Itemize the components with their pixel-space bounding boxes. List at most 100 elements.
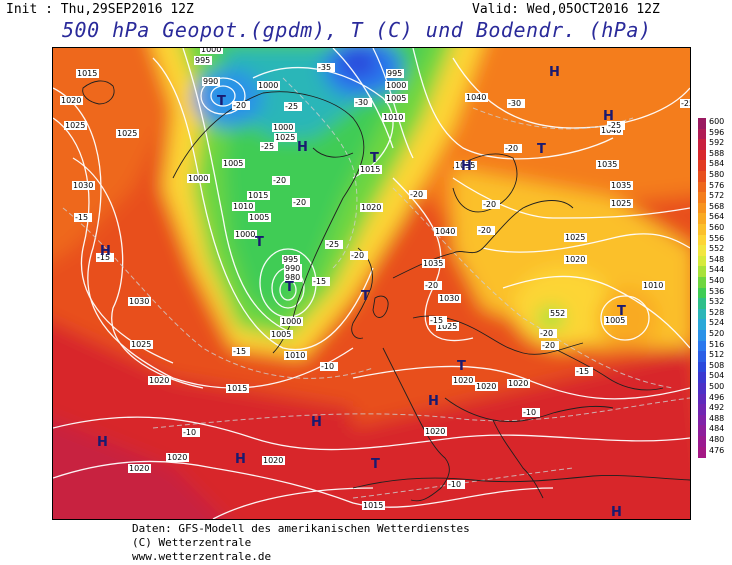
- legend-swatch: [698, 128, 706, 140]
- isobar-label: 1000: [272, 123, 295, 132]
- isotherm-label: -30: [507, 99, 525, 108]
- svg-text:1020: 1020: [453, 376, 473, 385]
- legend-label: 516: [709, 339, 725, 349]
- isobar-label: 1000: [280, 317, 303, 326]
- color-legend: 600 596 592 588 584 580 576 572 568 564 560 556 552 5…: [698, 117, 732, 458]
- svg-text:1020: 1020: [61, 96, 81, 105]
- svg-text:1010: 1010: [233, 202, 253, 211]
- isotherm-label: -20: [272, 176, 290, 185]
- svg-text:1010: 1010: [285, 351, 305, 360]
- svg-text:1025: 1025: [611, 199, 631, 208]
- svg-text:-15: -15: [313, 277, 326, 286]
- isobar-label: 1020: [60, 96, 83, 105]
- legend-swatch: [698, 202, 706, 214]
- temperature-label-layer: -35 -30 -20 -25 -25 -20 -20 -25 -20 -15 -15 -10 -15 -…: [74, 63, 690, 489]
- footer-copyright: (C) Wetterzentrale: [132, 536, 252, 549]
- legend-label: 484: [709, 424, 725, 434]
- svg-text:1030: 1030: [73, 181, 93, 190]
- svg-text:1015: 1015: [248, 191, 268, 200]
- svg-text:1035: 1035: [611, 181, 631, 190]
- isobar-label: 1020: [564, 255, 587, 264]
- svg-text:-20: -20: [483, 200, 496, 209]
- legend-entry: 588: [698, 149, 732, 161]
- svg-text:-10: -10: [183, 428, 196, 437]
- isobar-label: 1040: [465, 93, 488, 102]
- isotherm-label: -10: [320, 362, 338, 371]
- svg-text:1020: 1020: [476, 382, 496, 391]
- weather-map: 1015 1020 1025 1025 1000 995 990 1000 1000 1025 10…: [52, 47, 691, 520]
- legend-swatch: [698, 277, 706, 289]
- legend-entry: 484: [698, 424, 732, 437]
- legend-label: 524: [709, 318, 725, 328]
- legend-entry: 568: [698, 202, 732, 214]
- legend-swatch: [698, 351, 706, 363]
- svg-text:1000: 1000: [188, 174, 208, 183]
- isotherm-label: -25: [284, 102, 302, 111]
- svg-text:1000: 1000: [281, 317, 301, 326]
- legend-entry: 540: [698, 276, 732, 289]
- isotherm-label: -15: [429, 316, 447, 325]
- legend-label: 548: [709, 254, 725, 264]
- legend-entry: 544: [698, 265, 732, 278]
- svg-text:1040: 1040: [435, 227, 455, 236]
- isotherm-label: -20: [292, 198, 310, 207]
- legend-label: 572: [709, 191, 725, 201]
- isobar-label: 1020: [452, 376, 475, 385]
- svg-text:-25: -25: [261, 142, 274, 151]
- isobar-label: 1020: [148, 376, 171, 385]
- svg-text:1020: 1020: [565, 255, 585, 264]
- legend-swatch: [698, 287, 706, 299]
- legend-label: 520: [709, 329, 725, 338]
- legend-swatch: [698, 234, 706, 246]
- svg-text:1000: 1000: [273, 123, 293, 132]
- isobar-label: 1010: [382, 113, 405, 122]
- high-pressure-marker: H: [603, 109, 614, 124]
- svg-text:1015: 1015: [363, 501, 383, 510]
- legend-entry: 592: [698, 138, 732, 151]
- isotherm-label: -20: [539, 329, 557, 338]
- legend-label: 536: [709, 286, 725, 296]
- svg-text:-25: -25: [608, 121, 621, 130]
- legend-label: 560: [709, 223, 725, 232]
- legend-swatch: [698, 149, 706, 161]
- footer-website: www.wetterzentrale.de: [132, 550, 272, 563]
- svg-text:980: 980: [285, 273, 300, 282]
- isotherm-label: -20: [409, 190, 427, 199]
- high-pressure-marker: H: [549, 65, 560, 80]
- svg-text:1015: 1015: [227, 384, 247, 393]
- isotherm-label: -25: [607, 121, 625, 130]
- legend-entry: 488: [698, 413, 732, 426]
- legend-label: 552: [709, 244, 725, 254]
- isotherm-label: -20: [232, 101, 250, 110]
- legend-swatch: [698, 319, 706, 331]
- svg-text:1030: 1030: [129, 297, 149, 306]
- legend-swatch: [698, 171, 706, 183]
- legend-swatch: [698, 308, 706, 320]
- isobar-label: 1035: [454, 161, 477, 170]
- legend-swatch: [698, 139, 706, 151]
- svg-text:1000: 1000: [386, 81, 406, 90]
- legend-swatch: [698, 404, 706, 416]
- legend-swatch: [698, 414, 706, 426]
- low-pressure-marker: T: [537, 142, 546, 157]
- legend-entry: 508: [698, 361, 732, 373]
- isobar-label: 1000: [200, 48, 223, 54]
- legend-entry: 536: [698, 286, 732, 299]
- isobar-label: 1025: [274, 133, 297, 142]
- isobar-label: 1025: [64, 121, 87, 130]
- legend-entry: 492: [698, 403, 732, 416]
- isobar-label: 1000: [187, 174, 210, 183]
- isotherm-label: -25: [260, 142, 278, 151]
- isotherm-label: -15: [96, 253, 114, 262]
- svg-text:-15: -15: [430, 316, 443, 325]
- isobar-label: 1005: [270, 330, 293, 339]
- legend-label: 488: [709, 413, 725, 423]
- isobar-label: 1035: [596, 160, 619, 169]
- isobar-label: 1020: [360, 203, 383, 212]
- svg-text:1035: 1035: [597, 160, 617, 169]
- isobar-label: 1025: [610, 199, 633, 208]
- svg-text:1025: 1025: [117, 129, 137, 138]
- isotherm-label: -20: [504, 144, 522, 153]
- svg-text:1005: 1005: [271, 330, 291, 339]
